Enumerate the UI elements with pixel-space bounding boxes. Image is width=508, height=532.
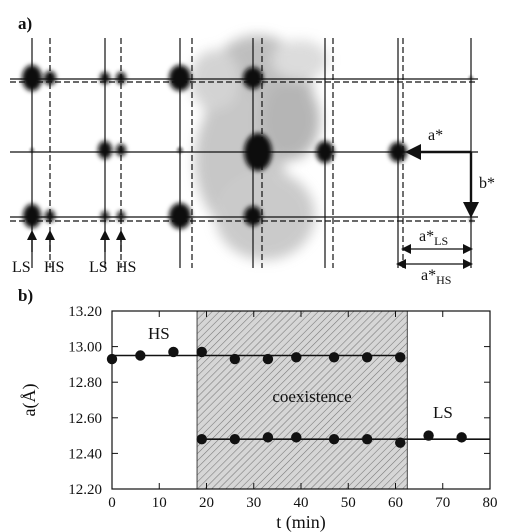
coexistence-annotation: coexistence (272, 387, 351, 406)
a-ls-label: a*LS (419, 228, 448, 248)
b-star-label: b* (479, 175, 495, 192)
y-axis-title: a(Å) (19, 384, 40, 417)
ls-point-1 (229, 433, 241, 445)
ls-point-2 (262, 432, 274, 443)
x-tick-label-8: 80 (483, 495, 498, 511)
ls-point-0 (196, 433, 207, 445)
x-tick-label-7: 70 (435, 495, 450, 511)
y-tick-label-2: 12.60 (68, 411, 102, 427)
pointer-label-hs-1: HS (44, 259, 64, 276)
ls-point-3 (291, 432, 302, 443)
hs-point-6 (291, 352, 302, 363)
ls-point-8 (456, 432, 467, 443)
ls-annotation: LS (433, 403, 453, 422)
coexistence-region (197, 311, 408, 489)
panel-a-label: a) (18, 14, 33, 33)
a-star-label: a* (428, 127, 443, 144)
x-tick-label-5: 50 (341, 495, 356, 511)
hs-point-3 (196, 346, 207, 358)
hs-point-8 (361, 352, 373, 363)
ls-point-6 (395, 437, 406, 448)
hs-point-9 (395, 352, 406, 363)
pointer-label-ls-1: LS (12, 259, 31, 276)
spin-state-pointers (27, 230, 126, 252)
y-tick-label-4: 13.00 (68, 340, 102, 356)
pointer-label-ls-2: LS (89, 259, 108, 276)
x-tick-label-1: 10 (152, 495, 167, 511)
x-tick-label-6: 60 (388, 495, 403, 511)
x-tick-label-3: 30 (246, 495, 261, 511)
y-tick-label-0: 12.20 (68, 482, 102, 498)
ls-point-5 (361, 433, 373, 445)
x-axis-title: t (min) (276, 512, 326, 532)
pointer-label-hs-2: HS (116, 259, 136, 276)
hs-point-1 (135, 350, 146, 361)
ls-point-7 (423, 430, 434, 441)
hs-point-2 (168, 346, 179, 358)
x-tick-label-0: 0 (108, 495, 116, 511)
hs-point-7 (328, 352, 340, 363)
spacing-arrows (396, 244, 473, 269)
bragg-spots (22, 65, 473, 229)
panel-b-label: b) (18, 286, 34, 305)
lattice-parameter-chart: 0 10 20 30 40 50 60 70 80 12.20 12.40 12.60 12.80 13.… (19, 304, 498, 532)
y-tick-label-5: 13.20 (68, 304, 102, 320)
hs-point-4 (229, 353, 241, 365)
x-tick-label-4: 40 (294, 495, 309, 511)
hs-annotation: HS (148, 324, 170, 343)
y-tick-label-1: 12.40 (68, 446, 102, 462)
hs-point-5 (262, 353, 274, 365)
diffraction-pattern: a* b* a*LS a*HS LS HS LS HS (10, 35, 495, 287)
x-tick-label-2: 20 (199, 495, 214, 511)
a-hs-label: a*HS (421, 267, 451, 287)
ls-point-4 (328, 433, 340, 445)
y-tick-label-3: 12.80 (68, 375, 102, 391)
lattice-vectors (405, 144, 479, 218)
